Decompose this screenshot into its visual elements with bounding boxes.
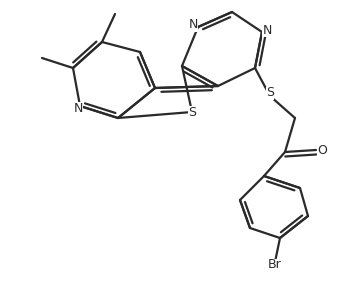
Text: O: O	[317, 143, 327, 157]
Text: S: S	[266, 86, 274, 100]
Text: N: N	[262, 24, 272, 36]
Text: S: S	[188, 106, 196, 118]
Text: Br: Br	[268, 258, 282, 272]
Text: N: N	[73, 102, 83, 114]
Text: N: N	[188, 19, 198, 31]
